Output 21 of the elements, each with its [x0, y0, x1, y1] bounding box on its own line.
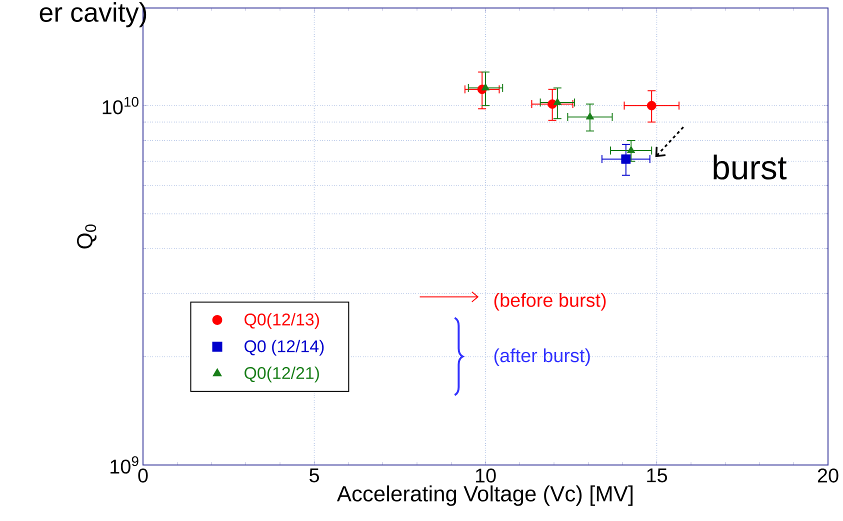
- point: [646, 100, 656, 110]
- annotation: burst: [714, 154, 787, 180]
- legend-label: Q0(12/21): [244, 366, 319, 382]
- y-tick-label: 10$^{9}$: [110, 456, 138, 474]
- x-axis-title: Accelerating Voltage (Vc) [MV]: [336, 485, 633, 506]
- point: [626, 146, 636, 153]
- point: [481, 83, 490, 90]
- x-tick-label: 5: [310, 468, 319, 482]
- x-tick-label: 0: [138, 468, 148, 483]
- y-axis-title: Q$_{0}$: [77, 224, 96, 248]
- point: [586, 112, 594, 120]
- legend-label: Q0 (12/14): [244, 340, 324, 356]
- x-tick-label: 10: [476, 468, 496, 483]
- legend-label: Q0(12/13): [244, 313, 319, 329]
- y-tick-label: 10$^{10}$: [102, 96, 138, 114]
- annotation: (before burst): [494, 293, 606, 311]
- annotation: (after burst): [494, 348, 590, 366]
- x-tick-label: 15: [647, 468, 668, 482]
- x-tick-label: 20: [818, 468, 838, 483]
- point: [553, 98, 562, 105]
- point: [621, 154, 631, 164]
